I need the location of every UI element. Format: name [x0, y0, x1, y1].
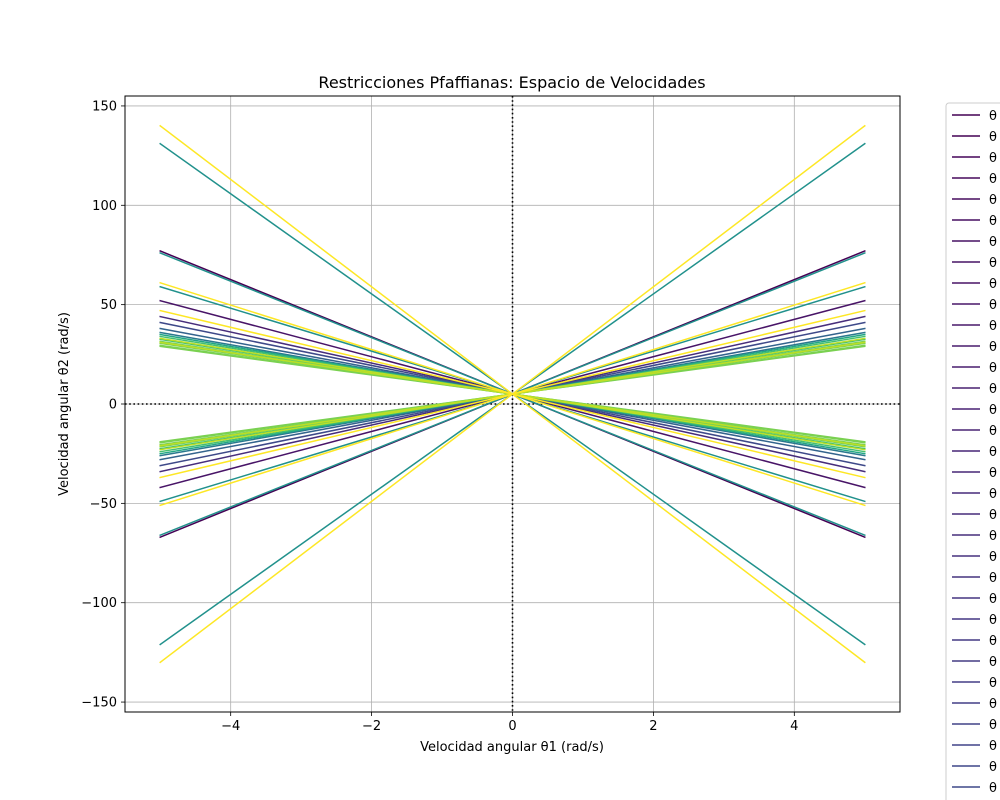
legend-label-28: θ — [989, 697, 997, 712]
legend-label-31: θ — [989, 760, 997, 775]
series-line-41 — [159, 309, 866, 479]
legend-label-2: θ — [989, 151, 997, 166]
legend-label-24: θ — [989, 613, 997, 628]
y-axis-label: Velocidad angular θ2 (rad/s) — [57, 312, 72, 496]
x-tick-label-2: 0 — [508, 719, 516, 734]
legend-label-25: θ — [989, 634, 997, 649]
legend-label-3: θ — [989, 172, 997, 187]
legend-label-27: θ — [989, 676, 997, 691]
series-lines — [159, 124, 866, 664]
x-tick-label-1: −2 — [362, 719, 381, 734]
x-tick-label-3: 2 — [649, 719, 657, 734]
legend-label-30: θ — [989, 739, 997, 754]
legend-label-1: θ — [989, 130, 997, 145]
legend-label-15: θ — [989, 424, 997, 439]
legend-label-10: θ — [989, 319, 997, 334]
legend-label-0: θ — [989, 109, 997, 124]
legend-label-26: θ — [989, 655, 997, 670]
y-tick-label-1: −100 — [81, 596, 117, 611]
legend-label-11: θ — [989, 340, 997, 355]
y-tick-label-3: 0 — [109, 398, 117, 413]
legend-label-9: θ — [989, 298, 997, 313]
x-tick-label-0: −4 — [221, 719, 240, 734]
reference-lines — [125, 96, 900, 712]
legend-label-19: θ — [989, 508, 997, 523]
legend-label-17: θ — [989, 466, 997, 481]
x-axis-label: Velocidad angular θ1 (rad/s) — [420, 740, 604, 755]
legend-label-4: θ — [989, 193, 997, 208]
legend-label-5: θ — [989, 214, 997, 229]
legend-label-8: θ — [989, 277, 997, 292]
legend-label-14: θ — [989, 403, 997, 418]
legend-label-22: θ — [989, 571, 997, 586]
y-tick-label-2: −50 — [90, 497, 117, 512]
legend-label-18: θ — [989, 487, 997, 502]
legend-label-13: θ — [989, 382, 997, 397]
legend-label-7: θ — [989, 256, 997, 271]
plot-area — [124, 95, 901, 713]
legend-label-16: θ — [989, 445, 997, 460]
x-axis: −4 −2 0 2 4 — [221, 712, 798, 734]
y-tick-label-4: 50 — [100, 298, 117, 313]
y-tick-label-0: −150 — [81, 696, 117, 711]
y-tick-label-5: 100 — [92, 199, 117, 214]
legend-label-21: θ — [989, 550, 997, 565]
x-tick-label-4: 4 — [790, 719, 798, 734]
legend-label-32: θ — [989, 781, 997, 796]
y-tick-label-6: 150 — [92, 99, 117, 114]
legend-label-29: θ — [989, 718, 997, 733]
legend-label-23: θ — [989, 592, 997, 607]
legend-label-6: θ — [989, 235, 997, 250]
chart-title: Restricciones Pfaffianas: Espacio de Vel… — [318, 73, 705, 92]
legend-label-20: θ — [989, 529, 997, 544]
y-axis: −150 −100 −50 0 50 100 150 — [81, 99, 125, 711]
legend-label-12: θ — [989, 361, 997, 376]
